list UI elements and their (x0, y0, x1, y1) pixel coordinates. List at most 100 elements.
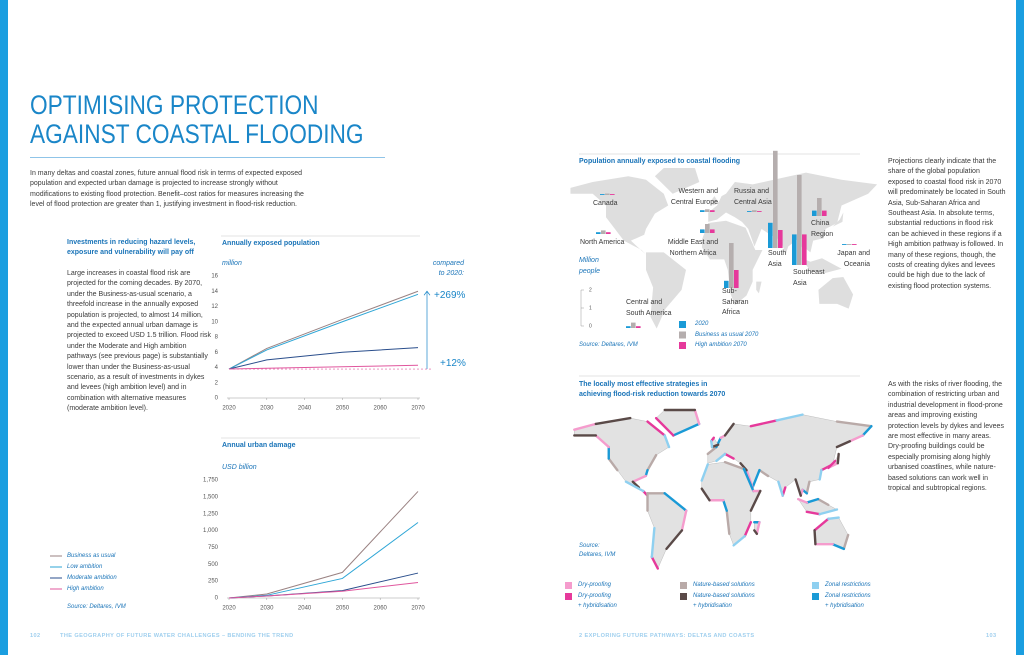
bar (778, 230, 783, 248)
legend-label: Nature-based solutions (693, 582, 755, 588)
bar (817, 198, 822, 216)
legend-label: Business as usual 2070 (695, 331, 759, 338)
bar (596, 232, 601, 234)
series-line (228, 522, 419, 599)
scale-label: 2 (589, 287, 592, 293)
coast-strategy (573, 422, 598, 431)
coast-strategy (693, 408, 701, 426)
coast-strategy (842, 533, 850, 551)
y-tick-label: 1,250 (203, 511, 219, 517)
y-tick-label: 1,000 (203, 528, 219, 534)
bar (768, 222, 773, 248)
land (818, 276, 854, 309)
land (832, 212, 844, 227)
legend-swatch (679, 331, 686, 339)
y-tick-label: 12 (211, 304, 218, 310)
scale-label: 0 (589, 323, 592, 329)
region-label: Sub- Saharan Africa (722, 288, 749, 316)
series-line (228, 364, 419, 370)
coast-strategy (650, 526, 656, 559)
coast-strategy (650, 555, 660, 570)
coast-strategy (732, 534, 747, 547)
coast-strategy (722, 499, 728, 512)
bar (605, 193, 610, 195)
land (646, 252, 686, 329)
coast-strategy (777, 480, 784, 497)
legend-label: Low ambition (67, 564, 103, 570)
annotation: +12% (440, 358, 466, 369)
x-tick-label: 2020 (222, 606, 236, 612)
coast-strategy (654, 416, 675, 437)
series-line (228, 290, 419, 370)
bar (705, 224, 710, 233)
bar (705, 209, 710, 212)
coast-strategy (751, 468, 761, 489)
region-label: Western and Central Europe (670, 188, 718, 206)
title-line: AGAINST COASTAL FLOODING (30, 119, 364, 149)
x-tick-label: 2030 (260, 606, 274, 612)
coast-strategy (827, 459, 837, 470)
legend-label: 2020 (695, 321, 709, 327)
region-label: Canada (593, 200, 618, 207)
region-label: Middle East and Northern Africa (667, 239, 719, 257)
x-tick-label: 2070 (411, 406, 425, 412)
y-tick-label: 500 (208, 562, 219, 568)
coast-strategy (818, 468, 823, 481)
land (570, 176, 669, 255)
coast-strategy (755, 521, 761, 536)
bar (606, 232, 611, 234)
axis-label: million (222, 260, 242, 267)
y-tick-label: 6 (215, 350, 219, 356)
x-tick-label: 2060 (374, 606, 388, 612)
coast-strategy (646, 453, 658, 472)
coast-strategy (663, 492, 688, 512)
annotation: +269% (434, 290, 466, 301)
y-tick-label: 1,500 (203, 494, 219, 500)
land (708, 172, 878, 255)
legend-swatch (812, 582, 819, 589)
bar (792, 234, 797, 265)
coast-strategy (805, 480, 811, 495)
x-tick-label: 2050 (336, 406, 350, 412)
chart-title: Population annually exposed to coastal f… (579, 158, 741, 165)
coast-strategy (624, 480, 645, 493)
legend-swatch (679, 321, 686, 328)
bar (600, 194, 605, 195)
coast-strategy (794, 478, 802, 497)
map-title: The locally most effective strategies in… (579, 381, 726, 399)
intro: In many deltas and coastal zones, future… (30, 170, 304, 209)
x-tick-label: 2030 (260, 406, 274, 412)
bar (710, 210, 715, 212)
map-source: Source: Deltares, IVM (579, 543, 616, 558)
scale-label: 1 (589, 305, 592, 311)
legend-swatch (680, 582, 687, 589)
coast-strategy (665, 529, 684, 551)
coast-strategy (805, 497, 820, 504)
x-tick-label: 2020 (222, 406, 236, 412)
coast-strategy (725, 509, 731, 536)
legend-swatch (812, 593, 819, 600)
bar (822, 210, 827, 216)
bar (847, 244, 852, 245)
y-tick-label: 0 (215, 596, 219, 602)
y-tick-label: 250 (208, 579, 219, 585)
bar (700, 229, 705, 233)
footer-text: THE GEOGRAPHY OF FUTURE WATER CHALLENGES… (60, 633, 294, 639)
bar (773, 150, 778, 248)
region-label: Japan and Oceania (837, 250, 870, 268)
series-line (228, 293, 419, 370)
coast-strategy (672, 422, 701, 437)
footer-text: 2 EXPLORING FUTURE PATHWAYS: DELTAS AND … (579, 633, 755, 639)
region-label: South Asia (768, 250, 787, 268)
bar (729, 243, 734, 288)
coast-strategy (594, 416, 632, 426)
coast-strategy (813, 517, 830, 532)
bar (842, 244, 847, 245)
chart-title: Annual urban damage (222, 442, 296, 449)
land (655, 409, 700, 436)
coast-strategy (753, 529, 759, 536)
arrow-head (423, 290, 431, 296)
coast-strategy (723, 460, 746, 471)
coast-strategy (813, 529, 817, 546)
